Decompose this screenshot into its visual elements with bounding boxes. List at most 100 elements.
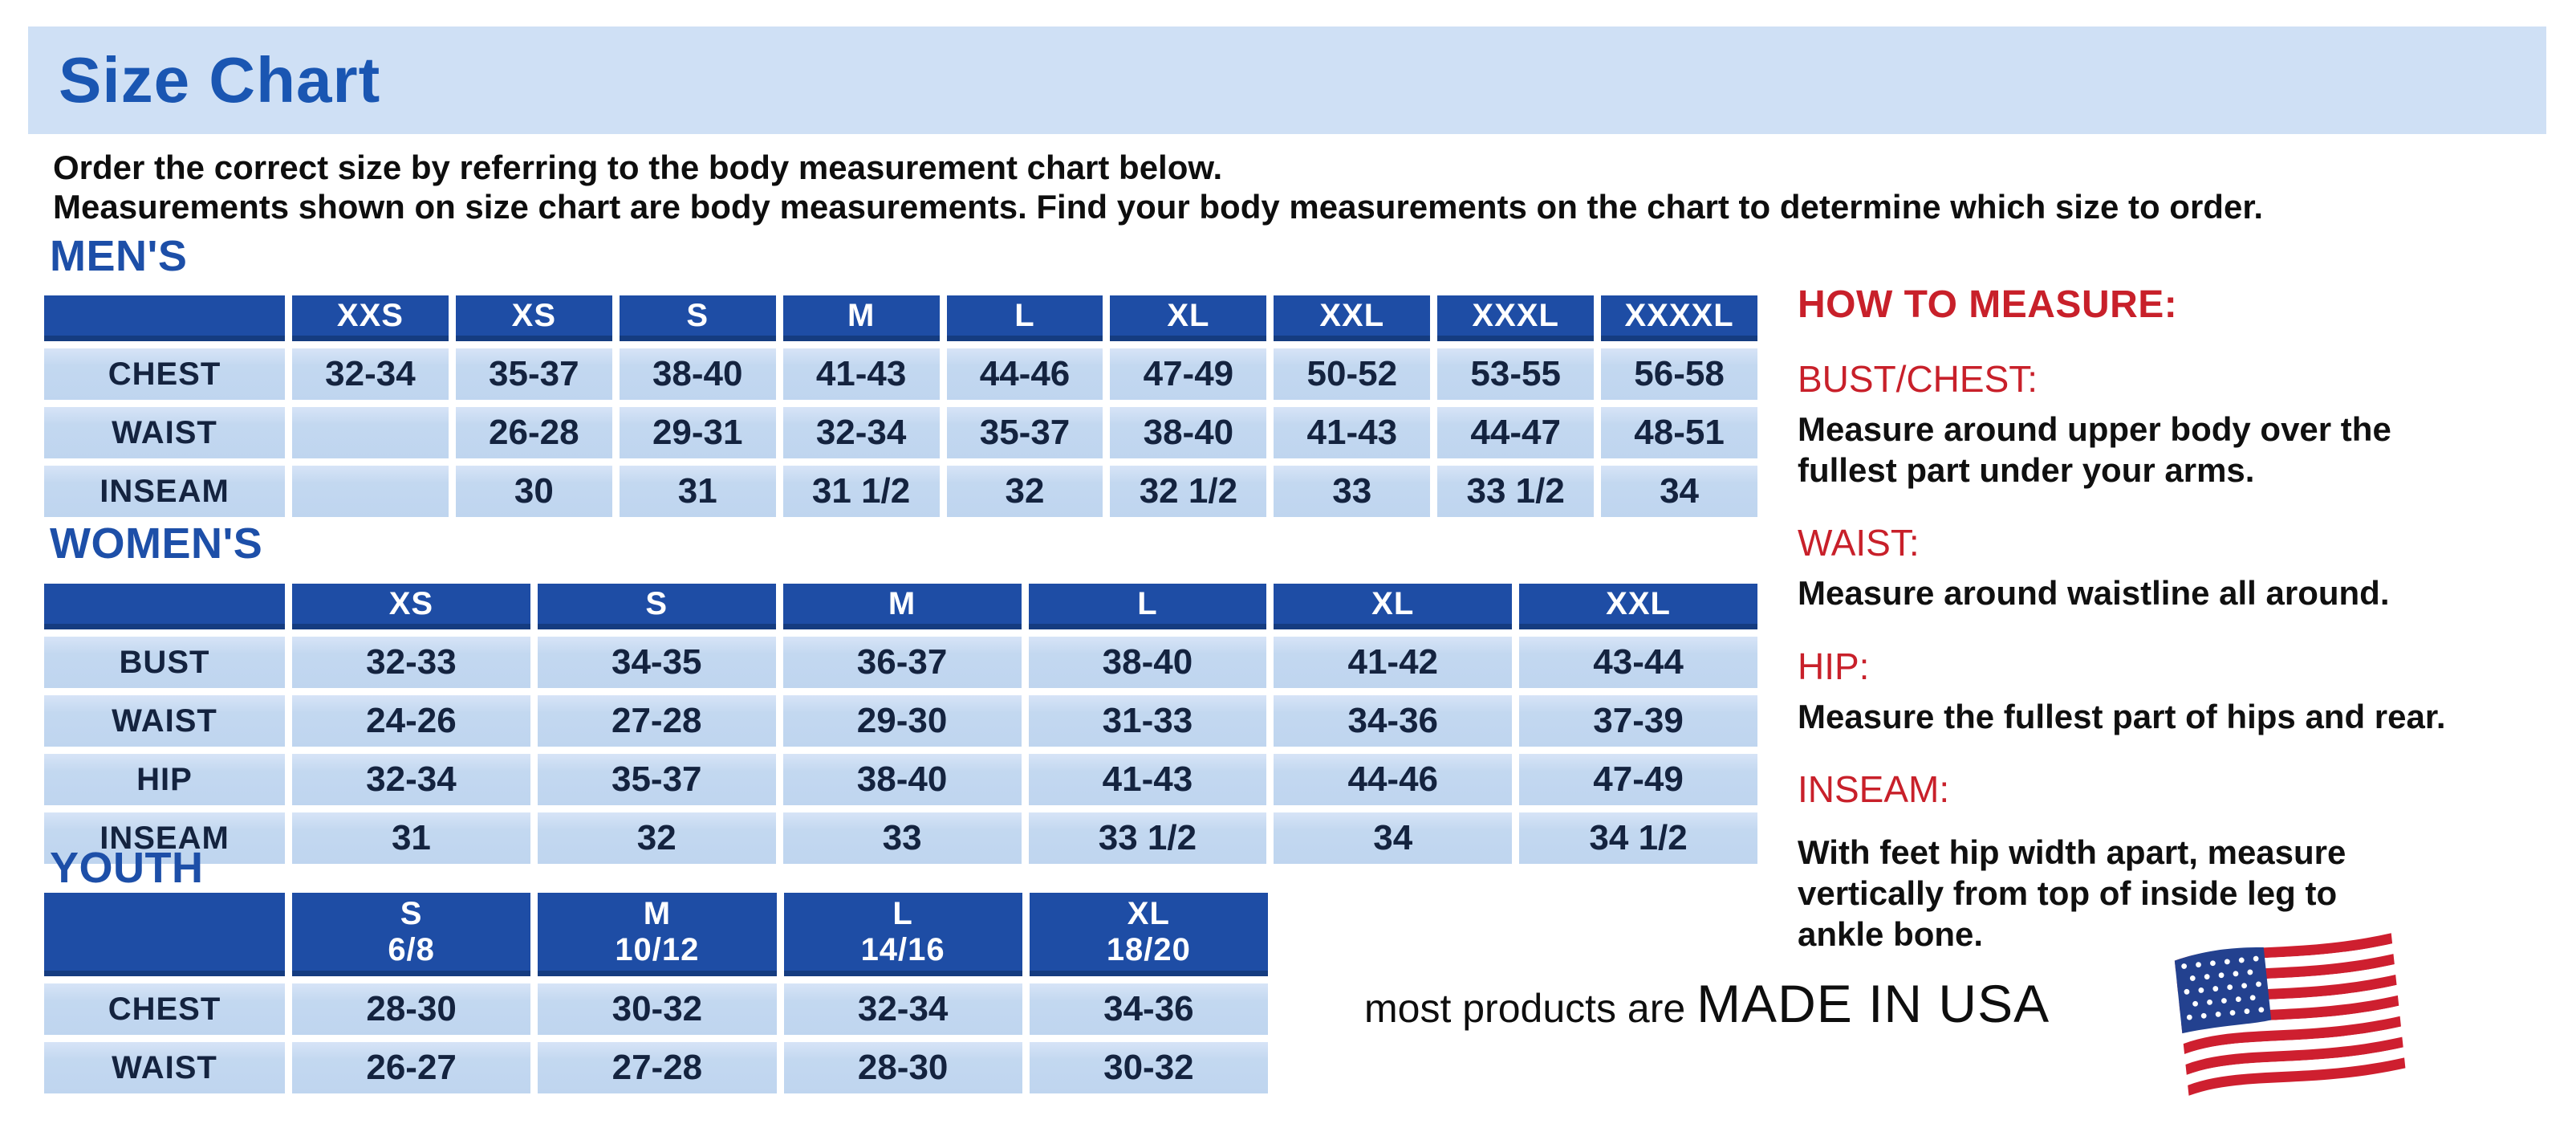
size-value-cell: 30-32 <box>538 983 777 1035</box>
size-value-cell: 41-42 <box>1274 637 1513 688</box>
corner-header-cell <box>44 584 285 629</box>
measure-label: WAIST: <box>1798 522 1920 564</box>
size-value-cell: 28-30 <box>783 1042 1022 1093</box>
size-value-cell: 26-27 <box>292 1042 531 1093</box>
size-value-cell: 44-46 <box>1274 754 1513 805</box>
size-value-cell: 29-30 <box>782 695 1022 747</box>
size-value-cell: 37-39 <box>1519 695 1757 747</box>
measure-label: HIP: <box>1798 645 1870 687</box>
size-value-cell: 31 <box>619 466 776 517</box>
size-value-cell: 44-47 <box>1437 407 1595 458</box>
row-label-cell: BUST <box>44 637 285 688</box>
size-value-cell: 34-35 <box>537 637 776 688</box>
size-header-cell: XL <box>1110 295 1267 341</box>
size-value-cell: 32 <box>946 466 1103 517</box>
size-header-cell: S <box>619 295 776 341</box>
size-value-cell: 41-43 <box>1274 407 1431 458</box>
size-header-cell: XL <box>1274 584 1513 629</box>
mens-section-heading: MEN'S <box>50 232 188 280</box>
size-value-cell: 34-36 <box>1029 983 1268 1035</box>
size-value-cell: 28-30 <box>292 983 531 1035</box>
row-label-cell: WAIST <box>44 407 285 458</box>
size-value-cell: 48-51 <box>1601 407 1757 458</box>
measure-text: Measure around waistline all around. <box>1798 574 2390 613</box>
measure-item-waist: WAIST: Measure around waistline all arou… <box>1798 521 2568 613</box>
intro-text: Order the correct size by referring to t… <box>53 148 2549 226</box>
row-label-cell: INSEAM <box>44 812 285 864</box>
size-value-cell: 32-34 <box>783 983 1022 1035</box>
made-in-prefix-text: most products are <box>1364 986 1697 1031</box>
size-header-cell: XL 18/20 <box>1029 893 1268 976</box>
size-header-cell: M 10/12 <box>538 893 777 976</box>
size-value-cell: 41-43 <box>1028 754 1267 805</box>
how-to-measure-section: HOW TO MEASURE: BUST/CHEST: Measure arou… <box>1798 283 2568 955</box>
corner-header-cell <box>44 295 285 341</box>
size-header-cell: L <box>946 295 1103 341</box>
size-value-cell: 34 1/2 <box>1519 812 1757 864</box>
size-header-cell: L 14/16 <box>783 893 1022 976</box>
size-value-cell: 30 <box>455 466 612 517</box>
size-header-cell: XS <box>455 295 612 341</box>
row-label-cell: WAIST <box>44 695 285 747</box>
size-value-cell: 33 <box>782 812 1022 864</box>
size-value-cell: 24-26 <box>292 695 530 747</box>
made-in-usa-line: most products are MADE IN USA <box>1364 973 2050 1034</box>
size-value-cell: 35-37 <box>455 348 612 400</box>
measure-item-bust-chest: BUST/CHEST: Measure around upper body ov… <box>1798 357 2568 491</box>
size-header-cell: L <box>1028 584 1267 629</box>
size-header-cell: XXXL <box>1437 295 1595 341</box>
size-value-cell: 29-31 <box>619 407 776 458</box>
size-value-cell: 34 <box>1601 466 1757 517</box>
size-value-cell: 33 1/2 <box>1437 466 1595 517</box>
row-label-cell: HIP <box>44 754 285 805</box>
page-title: Size Chart <box>59 44 381 116</box>
measure-text: With feet hip width apart, measure verti… <box>1798 833 2346 954</box>
size-value-cell: 27-28 <box>538 1042 777 1093</box>
youth-section-heading: YOUTH <box>50 844 204 892</box>
mens-size-table: XXS XS S M L XL XXL XXXL XXXXL CHEST 32-34 35-37 38-… <box>44 295 1757 517</box>
size-value-cell: 32 1/2 <box>1110 466 1267 517</box>
size-value-cell: 32 <box>537 812 776 864</box>
measure-item-inseam: INSEAM: With feet hip width apart, measu… <box>1798 768 2568 955</box>
size-value-cell: 31 <box>292 812 530 864</box>
size-value-cell: 56-58 <box>1601 348 1757 400</box>
womens-size-table: XS S M L XL XXL BUST 32-33 34-35 36-37 38-40 41-42 4… <box>44 584 1757 864</box>
measure-label: BUST/CHEST: <box>1798 358 2038 400</box>
size-value-cell <box>292 466 449 517</box>
size-header-cell: XXXXL <box>1601 295 1757 341</box>
size-value-cell: 34-36 <box>1274 695 1513 747</box>
size-value-cell: 32-34 <box>292 348 449 400</box>
size-header-cell: XXS <box>292 295 449 341</box>
row-label-cell: CHEST <box>44 348 285 400</box>
size-value-cell: 26-28 <box>455 407 612 458</box>
size-header-cell: M <box>782 295 940 341</box>
measure-text: Measure the fullest part of hips and rea… <box>1798 697 2446 735</box>
intro-line-1: Order the correct size by referring to t… <box>53 149 1223 186</box>
size-value-cell: 35-37 <box>946 407 1103 458</box>
size-value-cell: 33 <box>1274 466 1431 517</box>
size-header-cell: XXL <box>1519 584 1757 629</box>
size-value-cell: 38-40 <box>1110 407 1267 458</box>
size-header-cell: S 6/8 <box>292 893 531 976</box>
size-value-cell: 32-34 <box>782 407 940 458</box>
size-header-cell: XXL <box>1274 295 1431 341</box>
size-value-cell: 47-49 <box>1110 348 1267 400</box>
size-value-cell: 47-49 <box>1519 754 1757 805</box>
size-value-cell: 33 1/2 <box>1028 812 1267 864</box>
size-value-cell: 50-52 <box>1274 348 1431 400</box>
title-banner: Size Chart <box>28 26 2546 134</box>
size-value-cell: 35-37 <box>537 754 776 805</box>
size-value-cell: 32-33 <box>292 637 530 688</box>
size-value-cell: 43-44 <box>1519 637 1757 688</box>
row-label-cell: WAIST <box>44 1042 285 1093</box>
size-header-cell: S <box>537 584 776 629</box>
size-value-cell: 30-32 <box>1029 1042 1268 1093</box>
youth-size-table: S 6/8 M 10/12 L 14/16 XL 18/20 CHEST 28-30 30-… <box>44 893 1268 1093</box>
size-value-cell: 38-40 <box>1028 637 1267 688</box>
size-value-cell: 31 1/2 <box>782 466 940 517</box>
size-value-cell: 38-40 <box>782 754 1022 805</box>
corner-header-cell <box>44 893 285 976</box>
size-value-cell: 53-55 <box>1437 348 1595 400</box>
size-value-cell <box>292 407 449 458</box>
